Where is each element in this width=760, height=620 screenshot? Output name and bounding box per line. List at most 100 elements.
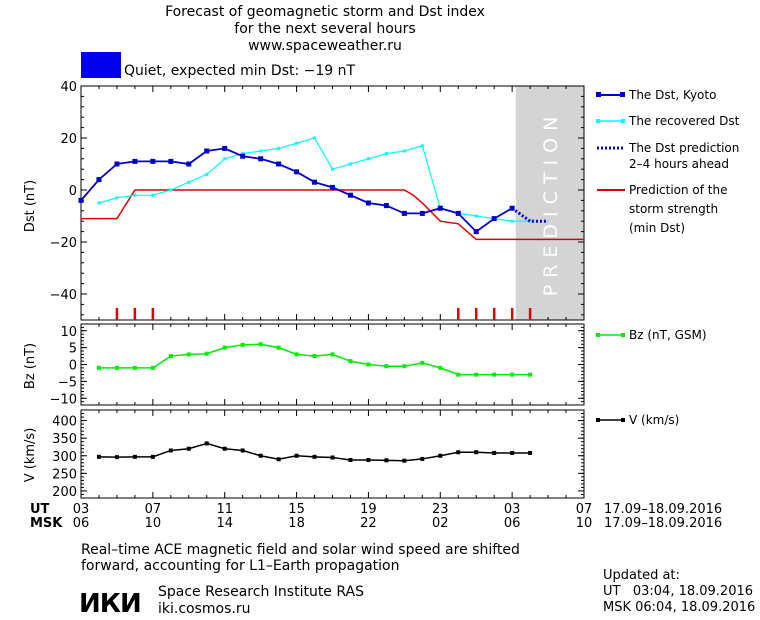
v-point [294, 453, 299, 458]
site-link[interactable]: www.spaceweather.ru [248, 38, 402, 54]
dst-recovered-point [277, 146, 281, 150]
dst-kyoto-point [365, 200, 371, 206]
legend-dst-kyoto: The Dst, Kyoto [629, 88, 717, 102]
msk-date-range: 17.09–18.09.2016 [604, 516, 722, 531]
msk-tick-label: 06 [73, 516, 90, 531]
v-point [114, 455, 119, 460]
legend-dst-kyoto-marker [596, 92, 601, 97]
y-tick-label: 20 [60, 132, 77, 147]
institute-website[interactable]: iki.cosmos.ru [158, 601, 251, 617]
y-tick-label: −10 [50, 392, 77, 407]
v-point [492, 450, 497, 455]
chart-title: Forecast of geomagnetic storm and Dst in… [165, 4, 485, 20]
legend-dst-recovered-marker [621, 119, 625, 123]
bz-panel-frame [80, 323, 585, 406]
legend-storm-line1: Prediction of the [629, 183, 728, 197]
dst-kyoto-point [401, 210, 407, 216]
ut-row-label: UT [30, 502, 50, 517]
dst-kyoto-point [347, 192, 353, 198]
bz-point [204, 351, 209, 356]
legend-v-marker [621, 418, 625, 422]
bz-point [114, 365, 119, 370]
ut-tick-label: 07 [576, 502, 593, 517]
v-point [132, 454, 137, 459]
v-point [438, 453, 443, 458]
dst-recovered-point [223, 157, 227, 161]
ut-tick-label: 03 [504, 502, 521, 517]
dst-kyoto-point [204, 148, 210, 154]
legend-bz-marker [621, 333, 625, 337]
updated-msk: MSK 06:04, 18.09.2016 [603, 600, 756, 615]
y-tick-label: 5 [69, 342, 77, 357]
v-panel-frame [80, 409, 585, 499]
y-tick-label: −40 [50, 288, 77, 303]
y-tick-label: −20 [50, 236, 77, 251]
v-point [420, 456, 425, 461]
dst-recovered-point [366, 157, 370, 161]
legend-dst-prediction-line1: The Dst prediction [629, 141, 740, 155]
msk-tick-label: 18 [288, 516, 305, 531]
dst-recovered-point [510, 219, 514, 223]
chart-subtitle: for the next several hours [234, 21, 416, 37]
dst-recovered-point [402, 149, 406, 153]
bz-point [492, 372, 497, 377]
dst-recovered-point [241, 152, 245, 156]
bz-point [168, 354, 173, 359]
dst-kyoto-point [78, 197, 84, 203]
legend-v-marker [596, 418, 600, 422]
v-point [186, 446, 191, 451]
msk-tick-label: 14 [216, 516, 233, 531]
dst-recovered-point [313, 136, 317, 140]
legend-v: V (km/s) [629, 413, 680, 427]
v-point [150, 454, 155, 459]
y-tick-label: 200 [52, 485, 77, 500]
y-tick-label: 40 [60, 80, 77, 95]
bz-point [132, 365, 137, 370]
v-point [456, 450, 461, 455]
legend-storm-line2: storm strength [629, 202, 719, 216]
bz-point [402, 364, 407, 369]
dst-recovered-point [474, 214, 478, 218]
ut-tick-label: 03 [73, 502, 90, 517]
v-axis-label: V (km/s) [23, 428, 38, 483]
y-tick-label: 0 [69, 184, 77, 199]
v-point [168, 448, 173, 453]
y-tick-label: −5 [58, 375, 77, 390]
bz-point [222, 345, 227, 350]
y-tick-label: 250 [52, 467, 77, 482]
dst-recovered-point [331, 167, 334, 171]
v-point [366, 457, 371, 462]
v-point [402, 458, 407, 463]
dst-recovered-point [151, 193, 155, 197]
y-tick-label: 300 [52, 450, 77, 465]
bz-point [528, 372, 533, 377]
dst-recovered-point [348, 162, 352, 166]
dst-recovered-point [295, 141, 299, 145]
dst-kyoto-point [258, 156, 264, 162]
legend-bz: Bz (nT, GSM) [629, 328, 707, 342]
dst-kyoto-point [437, 205, 443, 211]
dst-recovered-point [259, 149, 263, 153]
y-tick-label: 10 [60, 325, 77, 340]
legend-bz-marker [596, 333, 600, 337]
dst-recovered-point [384, 152, 388, 156]
v-point [384, 458, 389, 463]
dst-kyoto-point [96, 177, 102, 183]
v-point [474, 450, 479, 455]
y-tick-label: 400 [52, 415, 77, 430]
dst-recovered-point [133, 193, 137, 197]
bz-point [438, 365, 443, 370]
bz-line [98, 343, 531, 376]
ut-tick-label: 07 [145, 502, 162, 517]
dst-kyoto-point [240, 153, 246, 159]
ut-tick-label: 19 [360, 502, 377, 517]
dst-recovered-point [115, 196, 119, 200]
dst-recovered-point [205, 172, 209, 176]
ut-tick-label: 11 [216, 502, 233, 517]
legend-dst-recovered: The recovered Dst [629, 114, 740, 128]
bz-point [510, 372, 515, 377]
dst-kyoto-point [150, 158, 156, 164]
v-point [312, 454, 317, 459]
dst-kyoto-point [419, 210, 425, 216]
bz-point [384, 364, 389, 369]
